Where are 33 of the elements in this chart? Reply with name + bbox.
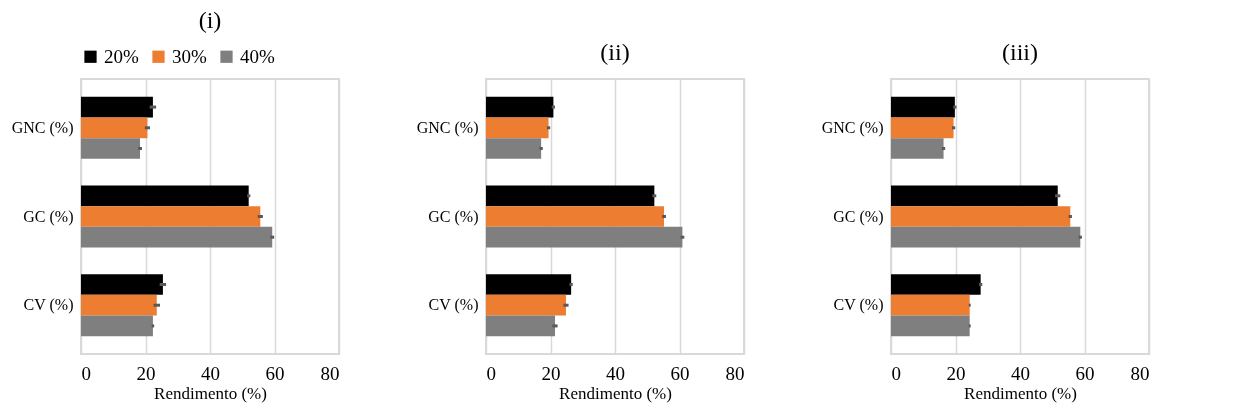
legend-label: 20% <box>104 45 139 67</box>
x-tick-label: 0 <box>486 362 496 384</box>
y-tick-label: CV (%) <box>23 296 74 315</box>
x-tick-label: 0 <box>891 362 901 384</box>
x-tick-label: 40 <box>1011 362 1030 384</box>
x-axis-title: Rendimento (%) <box>154 383 267 403</box>
legend-label: 30% <box>172 45 207 67</box>
y-tick-label: GNC (%) <box>416 118 479 137</box>
x-tick-label: 60 <box>265 362 285 384</box>
x-tick-label: 20 <box>136 362 156 384</box>
x-tick-label: 0 <box>81 362 91 384</box>
y-tick-label: GC (%) <box>833 207 884 226</box>
x-tick-label: 60 <box>670 362 690 384</box>
x-axis-title: Rendimento (%) <box>964 383 1077 403</box>
y-tick-label: CV (%) <box>833 296 884 315</box>
x-tick-label: 40 <box>606 362 625 384</box>
x-tick-label: 80 <box>1130 362 1150 384</box>
y-tick-label: GNC (%) <box>11 118 74 137</box>
chart-title: (iii) <box>1002 39 1038 65</box>
x-axis-title: Rendimento (%) <box>559 383 672 403</box>
chart-title: (i) <box>198 7 222 33</box>
y-tick-label: GC (%) <box>428 207 479 226</box>
x-tick-label: 60 <box>1075 362 1095 384</box>
x-tick-label: 20 <box>541 362 561 384</box>
x-tick-label: 20 <box>946 362 966 384</box>
x-tick-label: 80 <box>725 362 745 384</box>
y-tick-label: CV (%) <box>428 296 479 315</box>
x-tick-label: 40 <box>201 362 220 384</box>
legend-label: 40% <box>240 45 275 67</box>
y-tick-label: GC (%) <box>23 207 74 226</box>
x-tick-label: 80 <box>320 362 340 384</box>
y-tick-label: GNC (%) <box>821 118 884 137</box>
chart-title: (ii) <box>600 39 630 65</box>
